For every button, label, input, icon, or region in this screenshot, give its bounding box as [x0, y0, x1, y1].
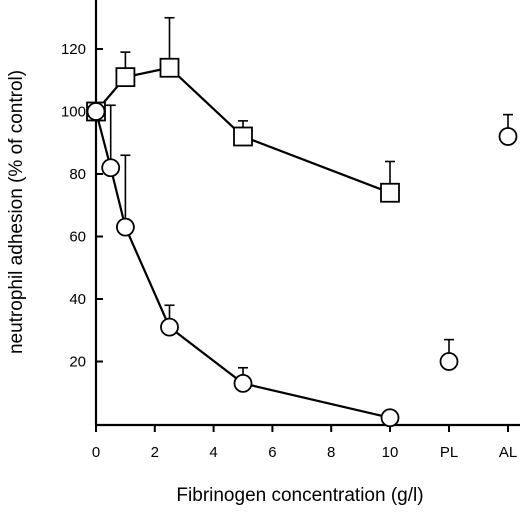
y-tick-label: 20 [69, 354, 86, 371]
y-tick-label: 60 [69, 229, 86, 246]
square-marker [380, 182, 400, 203]
y-axis-ticks: 20 40 60 80 100 120 [61, 41, 103, 371]
circle-marker [160, 317, 179, 337]
x-tick-label: 6 [268, 444, 276, 461]
x-tick-label: 8 [327, 444, 335, 461]
x-tick-label: 10 [382, 444, 399, 461]
series-2-line [94, 111, 391, 419]
x-axis-title: Fibrinogen concentration (g/l) [176, 485, 423, 506]
x-axis-ticks: 0 2 4 6 8 10 PL AL [92, 425, 517, 461]
x-tick-label: PL [440, 444, 458, 461]
y-tick-label: 80 [69, 166, 86, 183]
y-tick-label: 100 [61, 104, 86, 121]
circle-marker [498, 127, 518, 146]
y-tick-label: 120 [61, 41, 86, 58]
circle-marker [116, 217, 135, 237]
x-tick-label: 0 [92, 444, 100, 461]
y-tick-label: 40 [69, 291, 86, 308]
circle-marker [233, 373, 253, 393]
circle-marker [439, 352, 459, 371]
error-bars [91, 16, 513, 384]
circle-marker [380, 408, 400, 428]
x-tick-label: 4 [209, 444, 217, 461]
data-markers [86, 57, 518, 428]
square-marker [115, 67, 136, 88]
x-tick-label: 2 [151, 444, 159, 461]
square-marker [233, 126, 253, 147]
y-axis-title: neutrophil adhesion (% of control) [6, 70, 27, 354]
circle-marker [101, 158, 121, 178]
square-marker [159, 57, 180, 78]
circle-marker [86, 102, 106, 121]
x-tick-label: AL [499, 444, 517, 461]
